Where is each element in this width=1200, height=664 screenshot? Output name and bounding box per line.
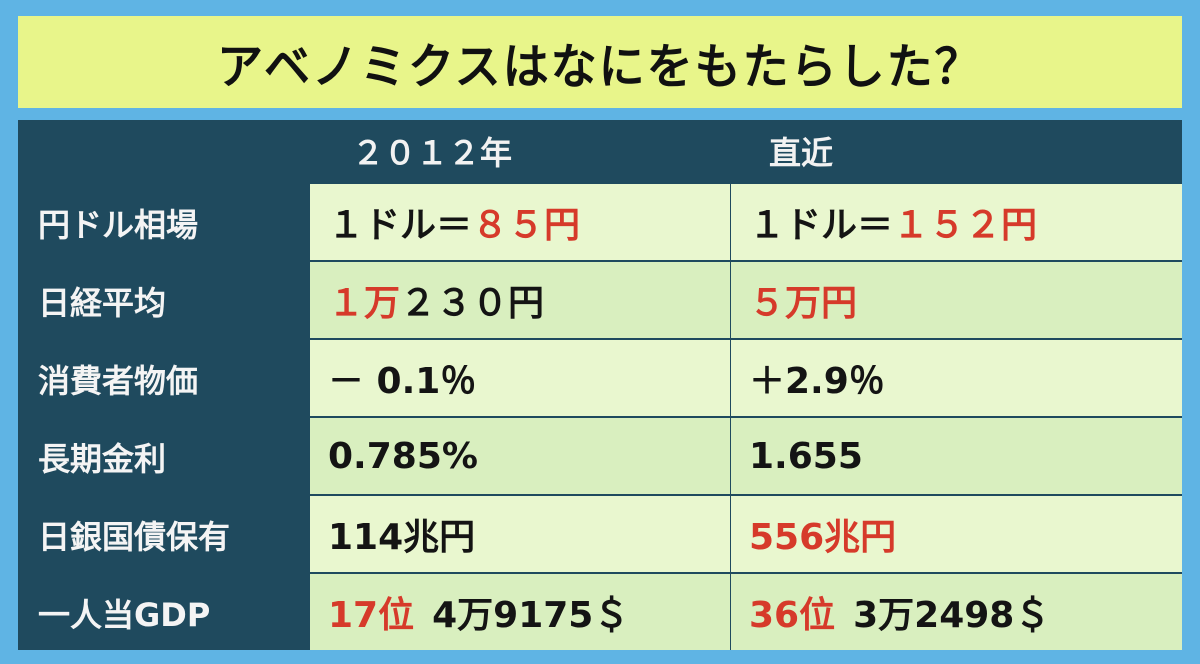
value-text: １ドル＝ [328,205,473,246]
value-recent: ５万円 [731,262,1182,338]
column-header-2012: ２０１２年 [352,134,513,172]
value-highlight: ５万円 [749,283,858,324]
value-text: １ドル＝ [749,205,894,246]
value-text: 1.655 [749,435,863,477]
row-label: 日銀国債保有 [38,518,231,556]
value-highlight: 556兆円 [749,517,897,558]
value-recent: 36位 3万2498＄ [731,574,1182,650]
table-row: 一人当GDP 17位 4万9175＄ 36位 3万2498＄ [18,574,1182,652]
value-2012: 17位 4万9175＄ [310,574,730,650]
row-label: 円ドル相場 [38,206,199,244]
value-2012: １ドル＝ ８５円 [310,184,730,260]
page-title: アベノミクスはなにをもたらした？ [217,39,983,95]
value-text-tail: 3万2498＄ [853,595,1051,636]
row-label: 一人当GDP [38,596,211,634]
value-text: 114兆円 [328,517,476,558]
table-row: 日経平均 １万 ２３０円 ５万円 [18,262,1182,340]
value-2012: － 0.1％ [310,340,730,416]
comparison-table: ２０１２年 直近 円ドル相場 １ドル＝ ８５円 １ドル＝ １５２円 日経平均 １万 ２… [18,120,1182,650]
row-label: 消費者物価 [38,362,199,400]
row-label: 日経平均 [38,284,167,322]
column-header-recent: 直近 [769,134,834,172]
value-highlight: ８５円 [472,205,581,246]
value-recent: 1.655 [731,418,1182,494]
table-row: 消費者物価 － 0.1％ ＋2.9％ [18,340,1182,418]
table-row: 長期金利 0.785% 1.655 [18,418,1182,496]
value-2012: 0.785% [310,418,730,494]
value-text-tail: ２３０円 [400,283,545,324]
value-highlight: １５２円 [893,205,1038,246]
table-row: 円ドル相場 １ドル＝ ８５円 １ドル＝ １５２円 [18,184,1182,262]
value-highlight: 36位 [749,595,836,636]
value-text: 0.785% [328,435,478,477]
title-banner: アベノミクスはなにをもたらした？ [18,16,1182,108]
value-2012: １万 ２３０円 [310,262,730,338]
table-row: 日銀国債保有 114兆円 556兆円 [18,496,1182,574]
value-highlight: １万 [328,283,401,324]
value-text-tail: 4万9175＄ [432,595,630,636]
value-recent: 556兆円 [731,496,1182,572]
value-recent: ＋2.9％ [731,340,1182,416]
value-text: － 0.1％ [328,361,477,402]
row-label: 長期金利 [38,440,167,478]
value-recent: １ドル＝ １５２円 [731,184,1182,260]
value-text: ＋2.9％ [749,361,885,402]
value-highlight: 17位 [328,595,415,636]
value-2012: 114兆円 [310,496,730,572]
